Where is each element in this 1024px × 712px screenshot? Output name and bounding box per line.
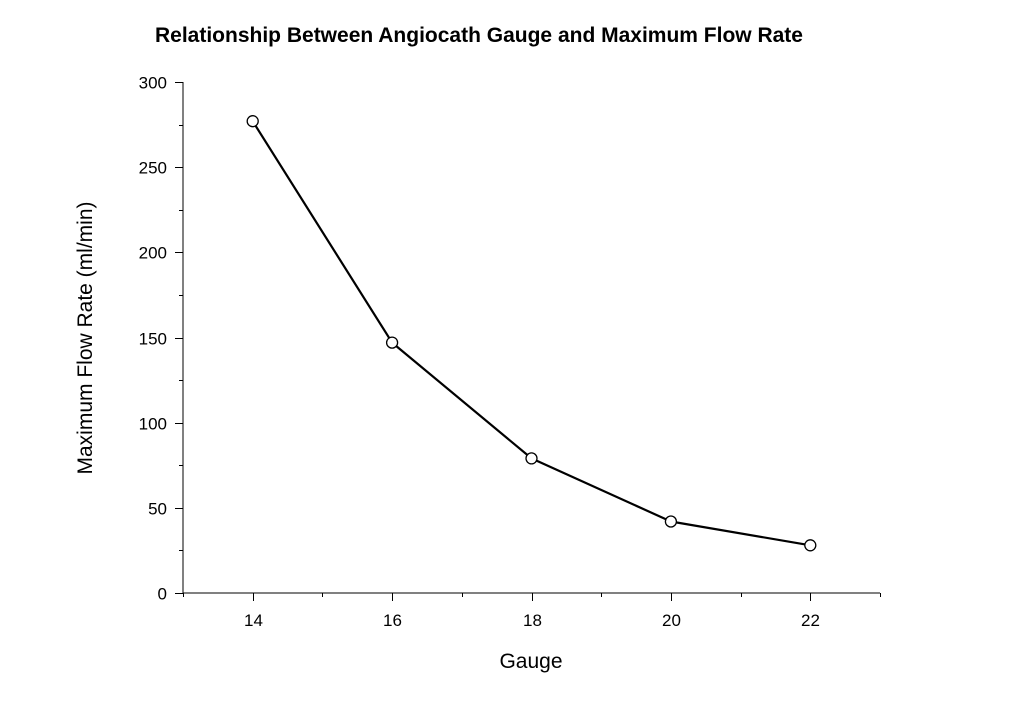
data-point xyxy=(385,336,399,349)
data-point xyxy=(804,539,817,552)
x-tick-label: 18 xyxy=(523,611,542,630)
y-tick-label: 50 xyxy=(148,500,167,519)
x-tick-label: 14 xyxy=(244,611,263,630)
y-tick-label: 0 xyxy=(158,585,167,604)
chart-title: Relationship Between Angiocath Gauge and… xyxy=(155,24,803,47)
y-axis-label: Maximum Flow Rate (ml/min) xyxy=(74,201,97,474)
data-point xyxy=(664,515,678,528)
series-line xyxy=(251,120,811,547)
y-tick-label: 250 xyxy=(139,159,167,178)
x-tick-label: 22 xyxy=(801,611,820,630)
y-axis: 0 50 100 150 200 250 300 xyxy=(139,74,184,604)
y-tick-label: 100 xyxy=(139,415,167,434)
x-axis: 14 16 18 20 22 xyxy=(183,592,881,630)
data-point xyxy=(246,115,259,128)
y-tick-label: 200 xyxy=(139,244,167,263)
y-tick-label: 150 xyxy=(139,330,167,349)
y-tick-label: 300 xyxy=(139,74,167,93)
x-tick-label: 16 xyxy=(383,611,402,630)
x-tick-label: 20 xyxy=(662,611,681,630)
x-axis-label: Gauge xyxy=(499,650,562,673)
series-layer xyxy=(246,115,817,552)
data-point xyxy=(525,452,538,465)
